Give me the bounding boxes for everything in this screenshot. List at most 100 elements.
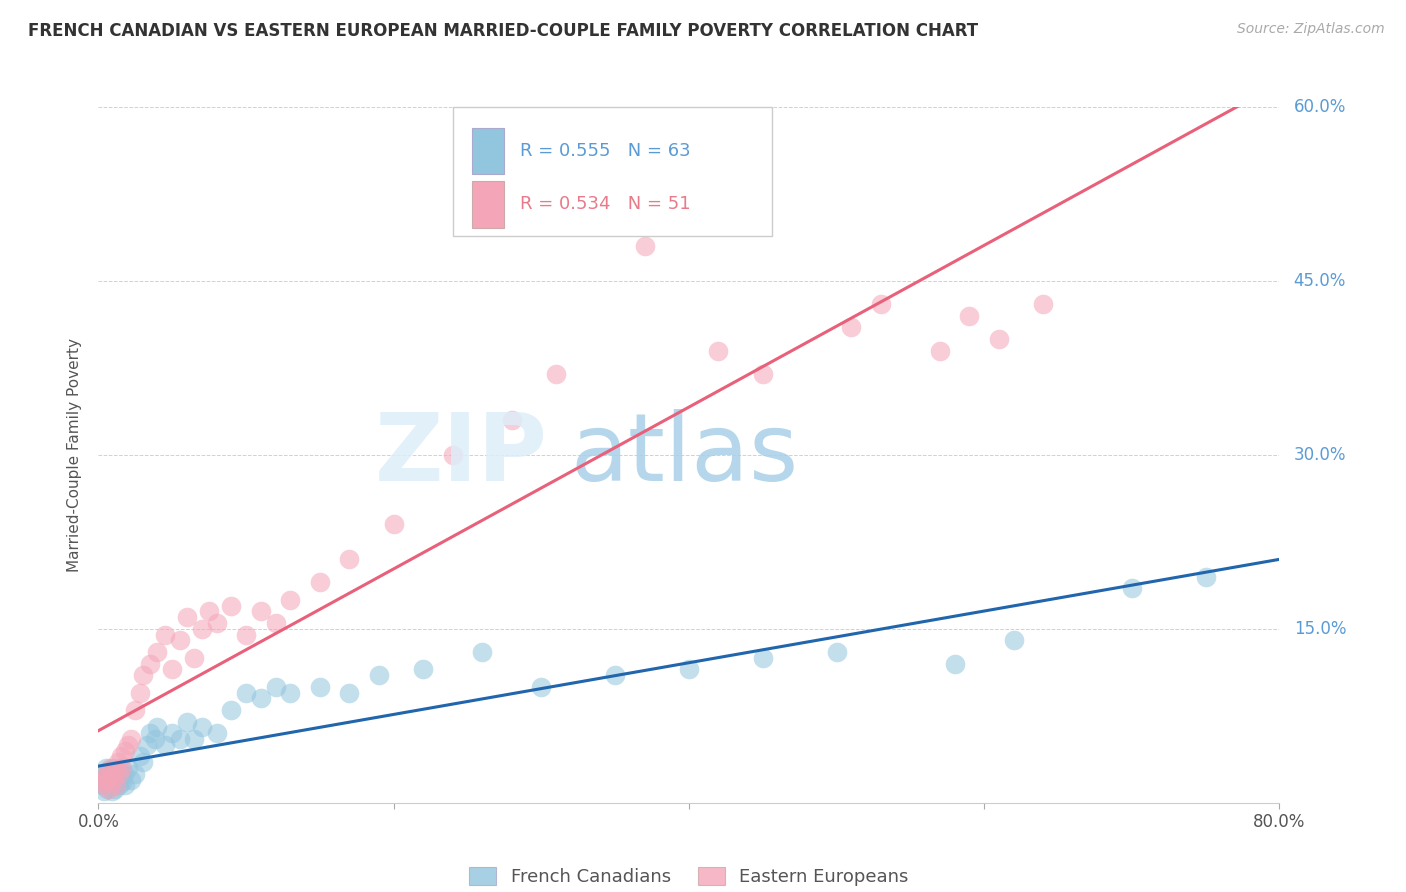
Point bbox=[943, 657, 966, 671]
Point bbox=[162, 662, 183, 676]
Point bbox=[264, 615, 287, 630]
Point bbox=[97, 764, 120, 778]
Point bbox=[117, 761, 139, 775]
Point bbox=[104, 764, 127, 778]
Point bbox=[128, 685, 150, 699]
Text: 45.0%: 45.0% bbox=[1294, 272, 1346, 290]
Point bbox=[104, 781, 127, 796]
Point bbox=[337, 552, 360, 566]
Point bbox=[309, 680, 332, 694]
Point bbox=[1002, 633, 1025, 648]
FancyBboxPatch shape bbox=[471, 128, 503, 174]
Point bbox=[412, 662, 434, 676]
Point bbox=[530, 680, 553, 694]
Point bbox=[1121, 582, 1143, 596]
Point bbox=[219, 599, 242, 613]
Point bbox=[103, 761, 125, 775]
Text: FRENCH CANADIAN VS EASTERN EUROPEAN MARRIED-COUPLE FAMILY POVERTY CORRELATION CH: FRENCH CANADIAN VS EASTERN EUROPEAN MARR… bbox=[28, 22, 979, 40]
Point bbox=[162, 726, 183, 740]
Point bbox=[751, 651, 773, 665]
Point bbox=[91, 778, 114, 792]
Point bbox=[107, 764, 129, 778]
Point bbox=[235, 628, 257, 642]
Point bbox=[110, 749, 132, 764]
Point bbox=[110, 770, 132, 784]
Point bbox=[104, 778, 127, 792]
Text: atlas: atlas bbox=[571, 409, 799, 501]
Point bbox=[93, 784, 115, 798]
Point bbox=[633, 239, 655, 253]
Point bbox=[441, 448, 464, 462]
Point bbox=[839, 320, 862, 334]
Point bbox=[205, 615, 228, 630]
Point bbox=[93, 778, 115, 792]
Point bbox=[105, 766, 128, 781]
Point bbox=[94, 761, 117, 775]
Point bbox=[107, 772, 129, 787]
Point bbox=[707, 343, 730, 358]
Point bbox=[103, 770, 125, 784]
Point bbox=[605, 668, 627, 682]
Point bbox=[93, 766, 115, 781]
Point bbox=[337, 685, 360, 699]
Point bbox=[501, 413, 523, 427]
Point bbox=[198, 605, 221, 619]
Point bbox=[103, 770, 125, 784]
Point bbox=[169, 731, 191, 746]
Point bbox=[153, 738, 176, 752]
Point bbox=[94, 775, 117, 789]
Point bbox=[91, 770, 114, 784]
Point bbox=[100, 784, 122, 798]
Text: R = 0.555   N = 63: R = 0.555 N = 63 bbox=[520, 142, 690, 160]
Point bbox=[191, 622, 214, 636]
Text: 30.0%: 30.0% bbox=[1294, 446, 1346, 464]
Point bbox=[120, 731, 142, 746]
Point bbox=[153, 628, 176, 642]
Point bbox=[96, 781, 118, 796]
Point bbox=[191, 721, 214, 735]
Point bbox=[105, 775, 128, 789]
Point bbox=[114, 778, 136, 792]
Point bbox=[107, 755, 129, 769]
Point bbox=[94, 772, 117, 787]
Point bbox=[98, 761, 121, 775]
Point bbox=[96, 770, 118, 784]
Point bbox=[132, 668, 155, 682]
Point bbox=[678, 662, 700, 676]
Point bbox=[100, 775, 122, 789]
Point bbox=[124, 766, 146, 781]
Y-axis label: Married-Couple Family Poverty: Married-Couple Family Poverty bbox=[67, 338, 83, 572]
Point bbox=[132, 755, 155, 769]
Point bbox=[128, 749, 150, 764]
Point bbox=[146, 645, 169, 659]
Text: 60.0%: 60.0% bbox=[1294, 98, 1346, 116]
Point bbox=[114, 744, 136, 758]
Point bbox=[96, 766, 118, 781]
Point bbox=[108, 778, 131, 792]
Point bbox=[928, 343, 950, 358]
Point bbox=[250, 691, 273, 706]
Point bbox=[382, 517, 405, 532]
Point bbox=[105, 778, 128, 792]
Point bbox=[110, 761, 132, 775]
Point bbox=[117, 738, 139, 752]
Point bbox=[124, 703, 146, 717]
Legend: French Canadians, Eastern Europeans: French Canadians, Eastern Europeans bbox=[463, 860, 915, 892]
Point bbox=[143, 731, 166, 746]
Point bbox=[139, 657, 162, 671]
Point bbox=[471, 645, 494, 659]
Point bbox=[176, 610, 198, 624]
Point bbox=[98, 772, 121, 787]
Point bbox=[108, 766, 131, 781]
Point bbox=[183, 731, 205, 746]
Point bbox=[112, 766, 135, 781]
Point bbox=[1195, 569, 1218, 583]
Point bbox=[111, 761, 134, 775]
Point bbox=[98, 766, 121, 781]
Point bbox=[120, 772, 142, 787]
Point bbox=[869, 297, 891, 311]
Point bbox=[90, 772, 112, 787]
Point bbox=[146, 721, 169, 735]
Point bbox=[136, 738, 159, 752]
Point bbox=[235, 685, 257, 699]
